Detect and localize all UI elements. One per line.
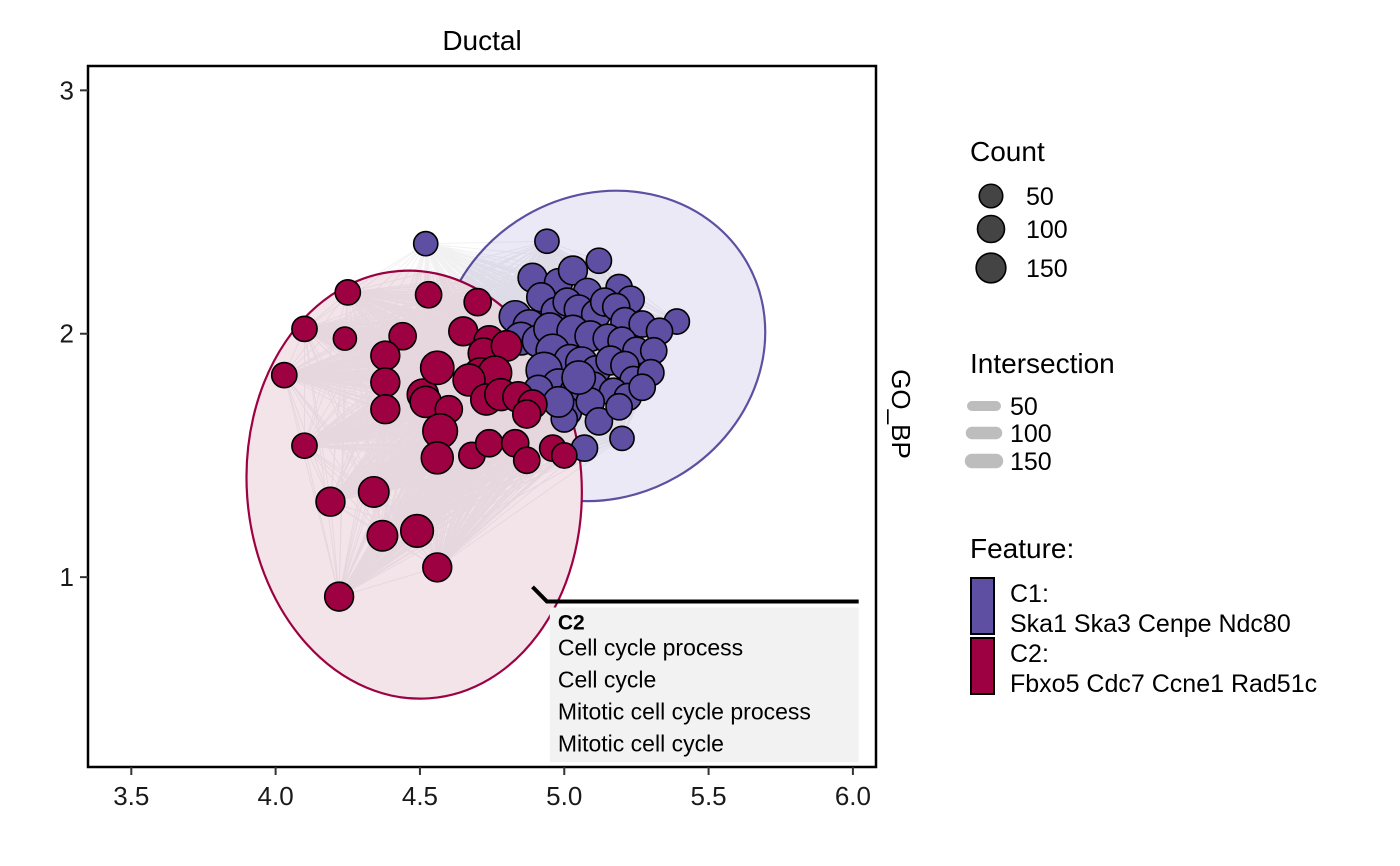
- x-tick-label: 6.0: [835, 781, 871, 811]
- node-c2: [291, 432, 318, 460]
- y-tick-label: 2: [60, 319, 74, 349]
- annotation-box: [549, 607, 859, 763]
- legend-count-label: 50: [1026, 183, 1054, 211]
- legend-feature-title: Feature:: [970, 533, 1074, 564]
- x-tick-label: 3.5: [113, 781, 149, 811]
- node-c2: [323, 581, 355, 612]
- x-tick-label: 4.5: [402, 781, 438, 811]
- legend-intersection-title: Intersection: [970, 348, 1115, 379]
- legend-feature-name: C2:: [1010, 640, 1049, 668]
- x-tick-label: 5.5: [691, 781, 727, 811]
- node-c2: [399, 513, 435, 549]
- y-tick-label: 1: [60, 562, 74, 592]
- legend-count-label: 150: [1026, 255, 1068, 283]
- node-c2: [414, 280, 443, 309]
- annotation-leader-line: [531, 585, 859, 604]
- node-c2: [357, 475, 390, 508]
- node-c1: [628, 373, 657, 402]
- x-tick-label: 5.0: [546, 781, 582, 811]
- legends: Count50100150Intersection50100150Feature…: [964, 136, 1317, 698]
- network-nodes: [270, 228, 691, 612]
- legend-feature-swatch: [970, 577, 995, 635]
- annotation-line: Mitotic cell cycle: [558, 730, 724, 756]
- node-c2: [370, 367, 401, 398]
- legend-intersection-label: 150: [1010, 448, 1052, 476]
- node-c2: [474, 428, 504, 458]
- node-c1: [584, 407, 614, 436]
- node-c2: [366, 519, 399, 552]
- node-c1: [412, 230, 439, 257]
- legend-count-swatch: [978, 183, 1004, 209]
- y-tick-label: 3: [60, 75, 74, 105]
- chart-title: Ductal: [442, 25, 521, 56]
- annotation-line: Cell cycle process: [558, 634, 743, 660]
- plot-panel-border: [86, 64, 878, 769]
- node-c2: [512, 446, 541, 475]
- facet-strip-label: GO_BP: [886, 369, 916, 459]
- node-c1: [605, 392, 633, 421]
- legend-feature-name: C1:: [1010, 580, 1049, 608]
- legend-intersection-label: 100: [1010, 420, 1052, 448]
- legend-feature-genes: Ska1 Ska3 Cenpe Ndc80: [1010, 610, 1291, 638]
- node-c2: [420, 441, 455, 475]
- node-c2: [332, 326, 358, 351]
- node-c2: [370, 393, 401, 425]
- annotation-line: Cell cycle: [558, 666, 656, 692]
- node-c1: [585, 247, 613, 275]
- node-c2: [334, 278, 362, 306]
- node-c1: [557, 255, 589, 286]
- node-c2: [419, 350, 455, 386]
- node-c1: [609, 425, 635, 452]
- node-c1: [561, 360, 597, 395]
- legend-count-label: 100: [1026, 216, 1068, 244]
- node-c1: [534, 228, 560, 255]
- annotation-header: C2: [558, 611, 585, 634]
- y-axis: 1 2 3: [60, 75, 88, 592]
- x-tick-label: 4.0: [258, 781, 294, 811]
- node-c2: [388, 321, 417, 351]
- node-c2: [370, 340, 401, 371]
- node-c2: [270, 361, 298, 389]
- node-c2: [463, 287, 493, 317]
- node-c2: [511, 399, 542, 429]
- legend-count-swatch: [975, 252, 1007, 284]
- annotation-line: Mitotic cell cycle process: [558, 698, 811, 724]
- node-c2: [315, 486, 346, 517]
- legend-count-swatch: [976, 214, 1006, 244]
- node-c2: [422, 552, 453, 583]
- legend-count-title: Count: [970, 136, 1045, 167]
- x-axis: 3.5 4.0 4.5 5.0 5.5 6.0: [113, 767, 871, 811]
- node-c2: [550, 442, 578, 469]
- legend-intersection-label: 50: [1010, 393, 1038, 421]
- legend-feature-swatch: [970, 637, 995, 695]
- node-c2: [291, 315, 318, 343]
- legend-feature-genes: Fbxo5 Cdc7 Ccne1 Rad51c: [1010, 670, 1317, 698]
